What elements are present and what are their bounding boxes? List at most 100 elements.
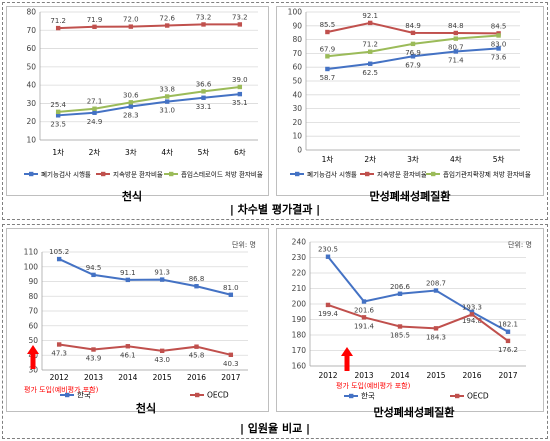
chart0-x-tick-label: 2차 (89, 148, 101, 157)
chart1-series-2-data-label: 71.2 (362, 41, 378, 49)
chart-caption-copd-rounds: 만성폐쇄성폐질환 (369, 190, 451, 203)
chart3-legend-marker-1 (455, 393, 460, 399)
chart3-series-1-point (397, 324, 403, 329)
chart3-y-tick-label: 200 (292, 300, 307, 309)
chart3-y-tick-label: 240 (292, 238, 307, 247)
chart0-series-2-point (128, 100, 134, 105)
chart0-legend-label-1: 지속방문 환자비율 (113, 170, 163, 179)
chart1-series-2-point (368, 49, 373, 54)
chart0-series-0-data-label: 35.1 (232, 99, 248, 107)
chart0-series-1-point (55, 25, 61, 31)
chart0-series-1-data-label: 71.2 (50, 17, 66, 25)
chart3-series-0-point (361, 299, 367, 304)
chart3-series-0-point (325, 254, 331, 259)
chart3-series-1-point (469, 312, 475, 317)
chart3-series-1-data-label: 191.4 (354, 322, 375, 330)
chart-caption-asthma-rounds: 천식 (121, 190, 143, 203)
chart3-series-line-0 (327, 256, 509, 333)
chart1-series-2-data-label: 67.9 (320, 45, 336, 53)
unit-label-asthma: 단위: 명 (232, 241, 256, 249)
chart0-legend-label-0: 폐기능검사 시행률 (41, 170, 91, 179)
chart3-x-tick-label: 2016 (462, 371, 481, 380)
chart2-series-1-point (125, 344, 131, 349)
chart0-series-2-data-label: 33.8 (159, 85, 175, 93)
chart0-series-0-point (128, 104, 134, 109)
chart0-series-0-point (237, 91, 243, 97)
chart-caption-asthma-admission: 천식 (135, 402, 157, 415)
chart0-legend-marker-0 (29, 171, 34, 177)
chart0-series-2-point (55, 109, 61, 115)
chart0-y-tick-label: 40 (26, 81, 36, 90)
chart2-legend-label-0: 한국 (77, 391, 91, 400)
chart1-series-0-data-label: 58.7 (320, 74, 336, 82)
chart0-series-2-point (92, 106, 97, 111)
chart1-series-1-point (325, 29, 330, 35)
unit-label-copd: 단위: 명 (508, 241, 532, 249)
chart2-x-tick-label: 2015 (153, 373, 172, 382)
panel-copd-rounds (276, 6, 544, 196)
chart1-series-0-point (410, 54, 416, 59)
chart3-y-tick-label: 230 (292, 253, 307, 262)
chart1-series-0-data-label: 67.9 (405, 61, 421, 69)
chart2-series-1-data-label: 43.0 (154, 356, 170, 364)
chart0-y-tick-label: 10 (26, 136, 36, 145)
chart1-x-tick-label: 4차 (450, 155, 462, 164)
chart2-series-1-data-label: 46.1 (120, 351, 136, 359)
chart1-legend-label-1: 지속방문 환자비율 (377, 170, 427, 179)
chart3-series-0-point (397, 291, 403, 296)
chart2-x-tick-label: 2012 (50, 373, 69, 382)
chart3-y-tick-label: 170 (292, 346, 307, 355)
chart3-y-tick-label: 160 (292, 362, 307, 371)
chart1-x-tick-label: 3차 (407, 155, 419, 164)
chart0-legend-marker-1 (101, 171, 106, 177)
chart2-series-0-data-label: 81.0 (223, 284, 239, 292)
chart1-series-1-data-label: 92.1 (362, 12, 378, 20)
chart1-series-0-data-label: 62.5 (362, 69, 378, 77)
chart1-series-1-data-label: 84.8 (448, 22, 464, 30)
intro-arrow-asthma (27, 345, 39, 369)
chart1-x-tick-label: 5차 (493, 155, 505, 164)
chart1-series-2-point (410, 41, 416, 47)
chart0-y-tick-label: 70 (26, 26, 36, 35)
chart0-series-1-data-label: 73.2 (196, 13, 212, 21)
chart3-legend-label-0: 한국 (361, 392, 375, 401)
chart3-legend-label-1: OECD (467, 392, 489, 401)
chart2-legend-marker-0 (65, 392, 70, 398)
chart1-y-tick-label: 90 (292, 21, 302, 30)
chart2-y-tick-label: 110 (24, 248, 39, 257)
chart-caption-copd-admission: 만성폐쇄성폐질환 (373, 406, 455, 419)
chart1-series-0-point (325, 66, 330, 72)
bottom-section-frame (2, 224, 548, 439)
chart0-y-tick-label: 30 (26, 99, 36, 108)
chart2-x-tick-label: 2016 (187, 373, 206, 382)
chart3-series-0-data-label: 201.6 (354, 307, 375, 315)
chart3-series-1-data-label: 199.4 (318, 310, 339, 318)
chart3-series-1-point (361, 315, 367, 320)
intro-label-copd: 평가 도입(예비평가 포함) (336, 382, 411, 390)
chart0-series-1-data-label: 72.0 (123, 16, 139, 24)
chart1-y-tick-label: 40 (292, 90, 302, 99)
chart3-series-0-data-label: 230.5 (318, 246, 338, 254)
chart3-x-tick-label: 2017 (498, 371, 517, 380)
chart3-series-1-data-label: 176.2 (498, 346, 518, 354)
chart1-legend-label-2: 흡입기관지확장제 처방 환자비율 (443, 170, 531, 179)
chart0-y-tick-label: 20 (26, 117, 36, 126)
chart0-x-tick-label: 3차 (125, 148, 137, 157)
chart0-series-1-point (237, 22, 243, 27)
chart0-series-1-point (128, 24, 134, 29)
chart1-series-1-data-label: 85.5 (320, 21, 336, 29)
chart0-series-1-data-label: 72.6 (159, 15, 175, 23)
chart0-x-tick-label: 1차 (52, 148, 64, 157)
chart2-series-0-point (125, 277, 131, 283)
chart0-x-tick-label: 5차 (198, 148, 210, 157)
chart0-series-line-2 (58, 85, 240, 113)
chart2-series-1-data-label: 40.3 (223, 360, 239, 368)
chart3-series-1-point (325, 302, 331, 308)
chart1-series-0-data-label: 73.6 (491, 53, 507, 61)
chart0-series-0-point (55, 113, 61, 118)
chart1-y-tick-label: 100 (288, 8, 303, 17)
chart0-series-0-data-label: 31.0 (159, 107, 175, 115)
chart3-y-tick-label: 210 (292, 284, 307, 293)
chart0-series-0-data-label: 24.9 (87, 118, 103, 126)
chart0-y-tick-label: 80 (26, 8, 36, 17)
